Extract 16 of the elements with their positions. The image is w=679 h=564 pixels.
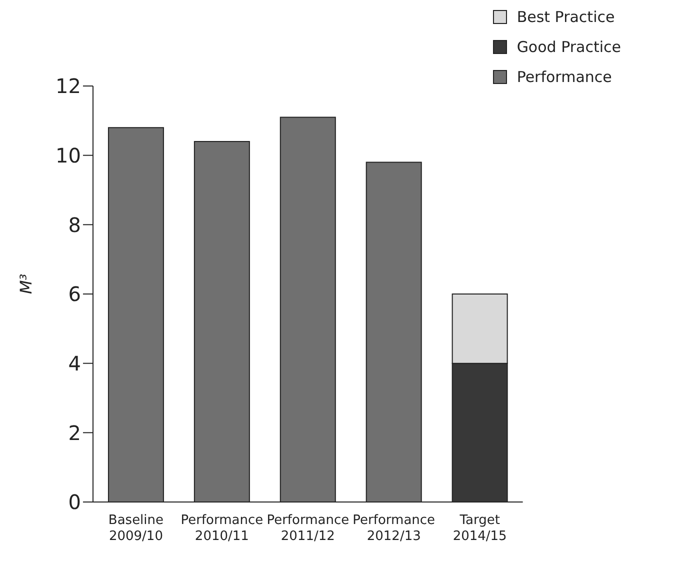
y-tick-label: 4 [68, 351, 81, 376]
y-tick-label: 2 [68, 420, 81, 445]
x-tick-label: Target 2014/15 [452, 513, 507, 544]
y-tick-label: 0 [68, 490, 81, 514]
y-tick-label: 10 [56, 143, 81, 168]
x-tick-label: Performance 2010/11 [180, 513, 264, 544]
y-axis-title: M³ [16, 274, 36, 294]
y-tick-label: 6 [68, 282, 81, 306]
legend-label: Performance [516, 68, 612, 86]
legend-label: Best Practice [516, 8, 615, 26]
y-tick-label: 8 [68, 212, 81, 237]
y-tick-label: 12 [56, 74, 81, 98]
legend-label: Good Practice [516, 38, 621, 56]
x-tick-label: Performance 2012/13 [352, 513, 436, 544]
x-tick-label: Performance 2011/12 [266, 513, 350, 544]
x-tick-label: Baseline 2009/10 [108, 513, 164, 544]
